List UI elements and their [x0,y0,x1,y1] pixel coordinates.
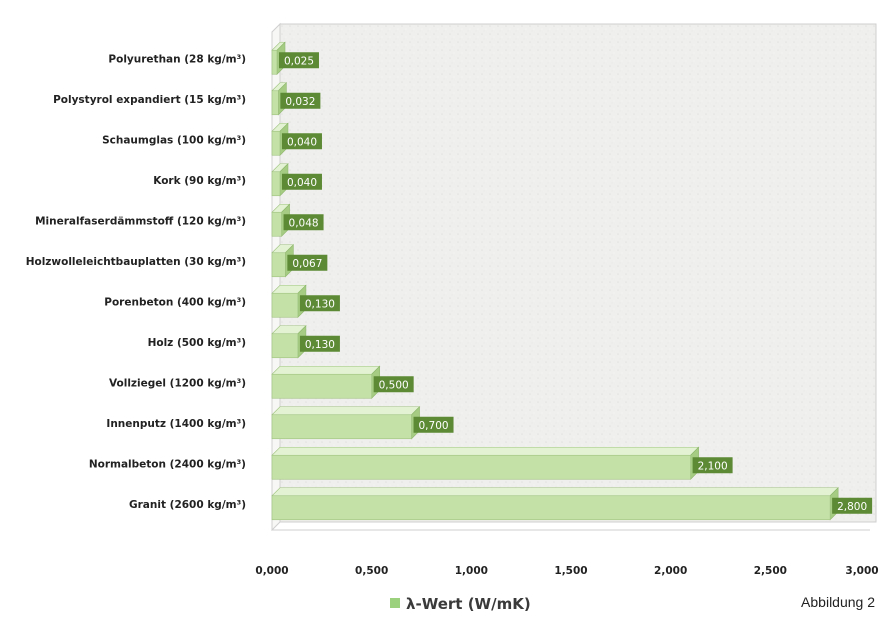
value-label-text: 0,700 [419,420,449,432]
bar [271,446,700,480]
bar-front-face [271,333,299,359]
value-label-box [281,173,322,190]
category-label: Granit (2600 kg/m³) [129,499,246,511]
x-axis-ticks: 0,000 0,500 1,000 1,500 2,000 2,500 3,000 [255,565,878,577]
figure-caption: Abbildung 2 [801,594,875,610]
x-tick-label: 3,000 [845,565,878,577]
value-label-text: 2,100 [698,460,728,472]
value-label-text: 2,800 [837,501,867,513]
value-label-text: 0,067 [292,258,322,270]
bar-top-face [271,446,700,456]
value-label-text: 0,048 [289,217,319,229]
x-tick-label: 0,500 [355,565,388,577]
bar-front-face [271,171,281,197]
value-label-box [299,295,340,312]
bar-front-face [271,252,286,278]
bar-front-face [271,414,412,440]
category-label: Mineralfaserdämmstoff (120 kg/m³) [35,215,246,227]
category-label: Innenputz (1400 kg/m³) [106,418,246,430]
x-tick-label: 2,000 [654,565,687,577]
value-label-box [278,52,319,69]
category-label: Holzwolleleichtbauplatten (30 kg/m³) [26,256,246,268]
value-label-text: 0,500 [379,379,409,391]
x-tick-label: 1,500 [554,565,587,577]
value-label-box [692,457,733,474]
bar-front-face [271,373,372,399]
category-label: Polyurethan (28 kg/m³) [108,53,246,65]
category-label: Normalbeton (2400 kg/m³) [89,458,246,470]
value-label: 0,025 [278,52,319,69]
value-label: 2,800 [832,497,873,514]
legend: λ-Wert (W/mK) [390,595,531,613]
value-labels: 2,800 2,100 0,700 0,500 0,130 0,130 0,067 0,048… [278,52,873,514]
value-label: 0,040 [281,173,322,190]
bar [271,487,839,521]
value-label: 0,048 [283,214,324,231]
value-label-text: 0,040 [287,136,317,148]
bar-front-face [271,454,691,480]
bars [271,41,839,521]
value-label: 0,130 [299,335,340,352]
bar-top-face [271,406,421,416]
category-label: Holz (500 kg/m³) [148,337,246,349]
value-label: 0,032 [280,92,321,109]
bar [271,365,381,399]
value-label-box [281,133,322,150]
legend-label: λ-Wert (W/mK) [406,595,531,613]
bar-front-face [271,211,282,237]
value-label-text: 0,130 [305,298,335,310]
value-label: 0,040 [281,133,322,150]
value-label: 2,100 [692,457,733,474]
value-label-box [287,254,328,271]
bar-front-face [271,495,831,521]
bar-front-face [271,90,279,116]
value-label-box [299,335,340,352]
bar-top-face [271,487,839,497]
value-label-text: 0,032 [285,96,315,108]
category-labels: Granit (2600 kg/m³) Normalbeton (2400 kg/… [26,53,246,511]
bar-front-face [271,49,278,75]
bar-front-face [271,292,299,318]
value-label-box [373,376,414,393]
category-label: Schaumglas (100 kg/m³) [102,134,246,146]
category-label: Vollziegel (1200 kg/m³) [109,377,246,389]
value-label-text: 0,025 [284,55,314,67]
value-label: 0,500 [373,376,414,393]
bar-front-face [271,130,281,156]
bar [271,406,421,440]
legend-swatch [390,598,400,608]
value-label: 0,067 [287,254,328,271]
value-label: 0,130 [299,295,340,312]
value-label-box [283,214,324,231]
x-tick-label: 0,000 [255,565,288,577]
value-label-box [413,416,454,433]
category-label: Kork (90 kg/m³) [153,175,246,187]
x-tick-label: 1,000 [455,565,488,577]
value-label-text: 0,040 [287,177,317,189]
value-label-text: 0,130 [305,339,335,351]
value-label: 0,700 [413,416,454,433]
value-label-box [280,92,321,109]
value-label-box [832,497,873,514]
bar-top-face [271,365,381,375]
category-label: Porenbeton (400 kg/m³) [104,296,246,308]
x-tick-label: 2,500 [754,565,787,577]
category-label: Polystyrol expandiert (15 kg/m³) [53,94,246,106]
